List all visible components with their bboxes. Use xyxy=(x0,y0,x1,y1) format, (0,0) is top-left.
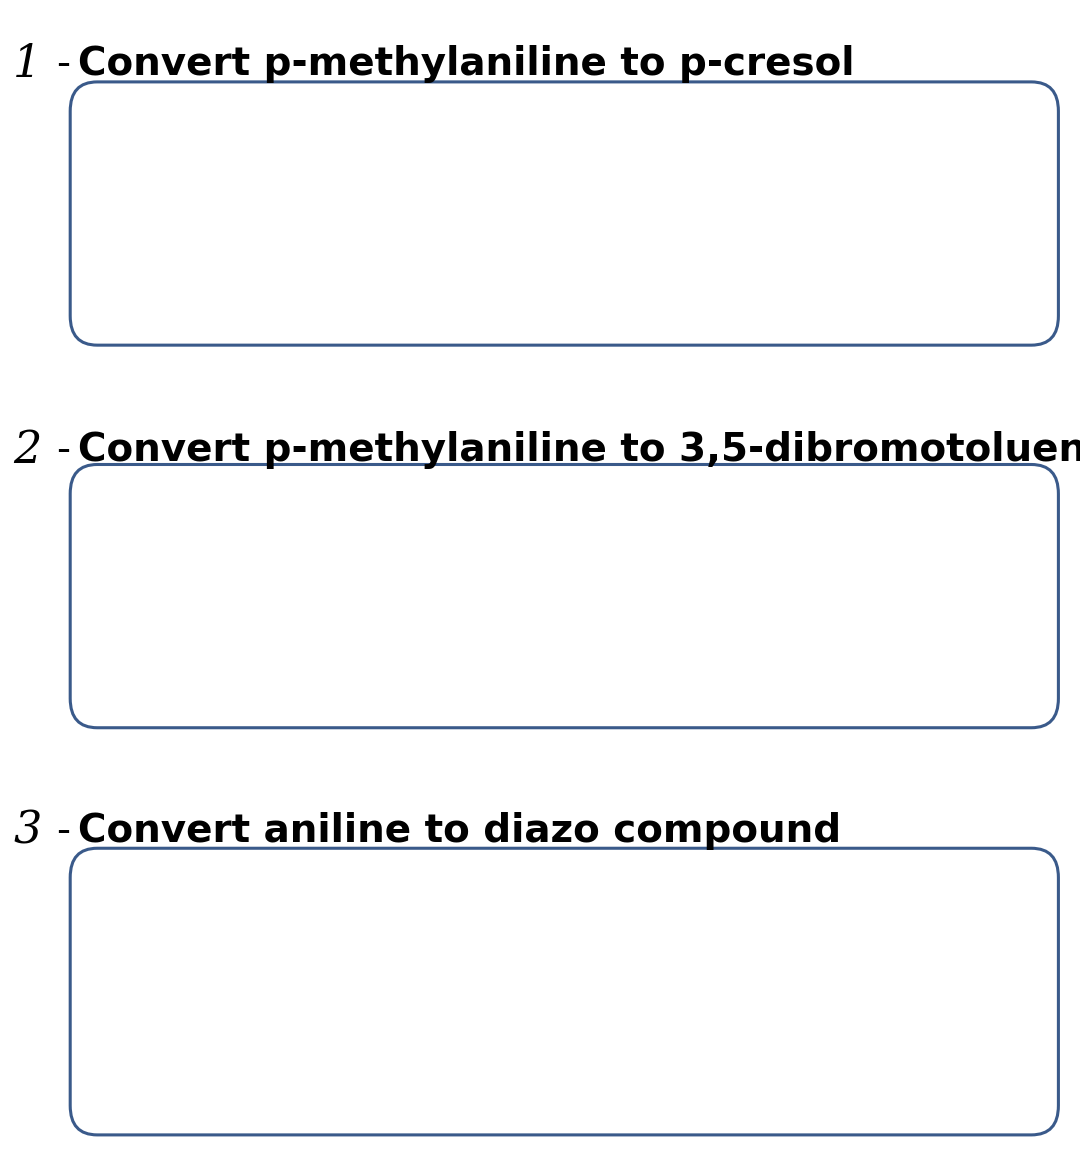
FancyBboxPatch shape xyxy=(70,464,1058,728)
Text: 2: 2 xyxy=(13,429,41,472)
FancyBboxPatch shape xyxy=(70,82,1058,345)
Text: Convert aniline to diazo compound: Convert aniline to diazo compound xyxy=(78,812,841,849)
Text: -: - xyxy=(56,46,70,83)
Text: -: - xyxy=(56,432,70,469)
FancyBboxPatch shape xyxy=(70,848,1058,1135)
Text: Convert p-methylaniline to p-cresol: Convert p-methylaniline to p-cresol xyxy=(78,46,854,83)
Text: 3: 3 xyxy=(13,810,41,852)
Text: -: - xyxy=(56,812,70,849)
Text: 1: 1 xyxy=(13,43,41,85)
Text: Convert p-methylaniline to 3,5-dibromotoluene: Convert p-methylaniline to 3,5-dibromoto… xyxy=(78,432,1080,469)
